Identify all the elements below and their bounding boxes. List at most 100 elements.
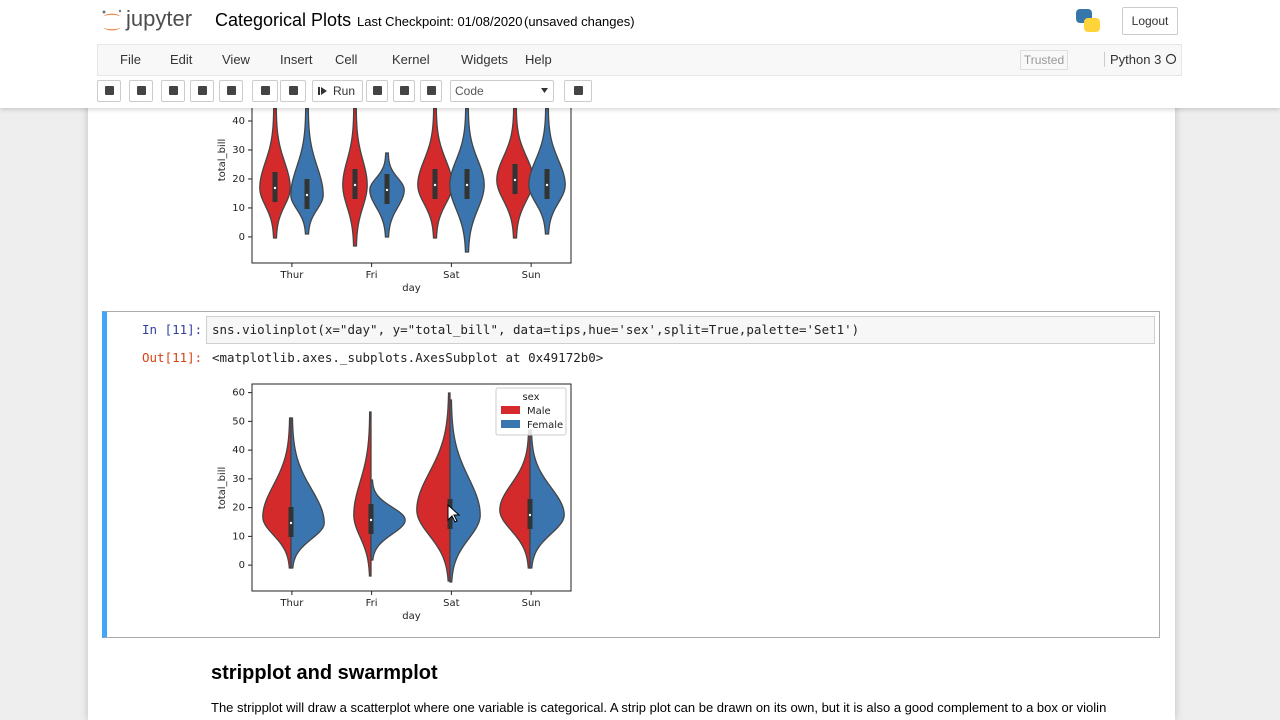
button-icon xyxy=(427,86,436,95)
violin xyxy=(370,479,406,561)
violin-median xyxy=(513,178,517,182)
x-tick-label: Sat xyxy=(443,598,459,609)
toolbar-button[interactable] xyxy=(190,80,214,102)
violin-median xyxy=(273,186,277,190)
violin-median xyxy=(545,183,549,187)
x-axis-label: day xyxy=(402,611,420,622)
menu-item[interactable]: Widgets xyxy=(461,52,508,67)
y-tick-label: 10 xyxy=(232,203,245,214)
menu-item[interactable]: Edit xyxy=(170,52,193,67)
select-caret xyxy=(541,88,548,93)
violin-median xyxy=(433,183,437,187)
axes-frame xyxy=(251,383,572,592)
violin xyxy=(290,107,324,235)
y-tick-label: 60 xyxy=(232,388,245,399)
toolbar-button[interactable] xyxy=(420,80,442,102)
legend-label: Male xyxy=(527,406,551,417)
violin xyxy=(449,399,481,583)
menu-bar xyxy=(97,44,1182,76)
trusted-indicator[interactable]: Trusted xyxy=(1020,50,1068,70)
menu-item[interactable]: Help xyxy=(525,52,552,67)
button-icon xyxy=(574,86,583,95)
notebook-title[interactable]: Categorical Plots xyxy=(215,10,352,30)
input-area[interactable] xyxy=(206,316,1155,344)
toolbar-button[interactable] xyxy=(219,80,243,102)
button-icon xyxy=(400,86,409,95)
output-text: <matplotlib.axes._subplots.AxesSubplot a… xyxy=(212,350,604,365)
button-icon xyxy=(289,86,298,95)
violin xyxy=(416,392,451,582)
x-tick-label: Fri xyxy=(366,270,378,281)
cell-type-select[interactable]: Code xyxy=(450,80,554,102)
prompt-out: Out[11]: xyxy=(142,350,203,365)
violin xyxy=(262,417,292,569)
y-tick-label: 20 xyxy=(232,503,245,514)
button-icon xyxy=(261,86,270,95)
violin-median xyxy=(289,521,293,525)
prompt-in: In [11]: xyxy=(142,322,203,337)
x-tick-label: Sat xyxy=(443,270,459,281)
x-axis-label: day xyxy=(402,283,420,294)
legend-swatch xyxy=(501,406,520,414)
checkpoint: Last Checkpoint: 01/08/2020 xyxy=(357,14,523,29)
y-tick-label: 30 xyxy=(232,145,245,156)
button-icon xyxy=(198,86,207,95)
legend-swatch xyxy=(501,420,520,428)
jupyter-icon xyxy=(102,9,122,31)
toolbar-button[interactable] xyxy=(366,80,388,102)
violin xyxy=(290,417,325,569)
y-tick-label: 30 xyxy=(232,474,245,485)
button-icon xyxy=(137,86,146,95)
violin-median xyxy=(353,183,357,187)
toolbar-button[interactable] xyxy=(252,80,278,102)
button-icon xyxy=(227,86,236,95)
code[interactable]: sns.violinplot(x="day", y="total_bill", … xyxy=(212,322,860,337)
menu-item[interactable]: Cell xyxy=(335,52,358,67)
toolbar-button[interactable] xyxy=(393,80,415,102)
logout-button[interactable]: Logout xyxy=(1122,7,1178,35)
run-button[interactable]: Run xyxy=(312,80,363,102)
y-axis-label: total_bill xyxy=(217,139,228,182)
menu-item[interactable]: Kernel xyxy=(392,52,430,67)
markdown-text: The stripplot will draw a scatterplot wh… xyxy=(211,700,1107,715)
toolbar-button[interactable] xyxy=(97,80,121,102)
button-icon xyxy=(105,86,114,95)
x-tick-label: Sun xyxy=(522,270,541,281)
violin-median xyxy=(465,183,469,187)
legend-title: sex xyxy=(522,392,539,403)
violin-median xyxy=(305,193,309,197)
menu-item[interactable]: View xyxy=(222,52,250,67)
kernel-name: Python 3 xyxy=(1104,52,1161,67)
toolbar-button[interactable] xyxy=(161,80,185,102)
y-axis-label: total_bill xyxy=(217,467,228,510)
legend-label: Female xyxy=(527,420,563,431)
y-tick-label: 40 xyxy=(232,445,245,456)
button-icon xyxy=(169,86,178,95)
selected-cell[interactable] xyxy=(102,311,1160,638)
markdown-heading: stripplot and swarmplot xyxy=(211,662,438,684)
notebook-container xyxy=(88,0,1175,720)
python-logo xyxy=(1076,9,1100,32)
run-icon xyxy=(318,87,327,95)
button-icon xyxy=(373,86,382,95)
y-tick-label: 0 xyxy=(239,232,245,243)
x-tick-label: Fri xyxy=(366,598,378,609)
y-tick-label: 50 xyxy=(232,416,245,427)
violin-median xyxy=(528,513,532,517)
violin xyxy=(529,429,565,569)
violin-median xyxy=(385,188,389,192)
menu-item[interactable]: File xyxy=(120,52,141,67)
violin-median xyxy=(369,518,373,522)
toolbar-button[interactable] xyxy=(129,80,153,102)
toolbar-button[interactable] xyxy=(564,80,592,102)
x-tick-label: Thur xyxy=(279,598,304,609)
y-tick-label: 10 xyxy=(232,531,245,542)
toolbar-button[interactable] xyxy=(280,80,306,102)
violin xyxy=(499,429,531,569)
menu-item[interactable]: Insert xyxy=(280,52,313,67)
x-tick-label: Thur xyxy=(279,270,304,281)
logo-text[interactable]: jupyter xyxy=(126,6,193,31)
x-tick-label: Sun xyxy=(522,598,541,609)
